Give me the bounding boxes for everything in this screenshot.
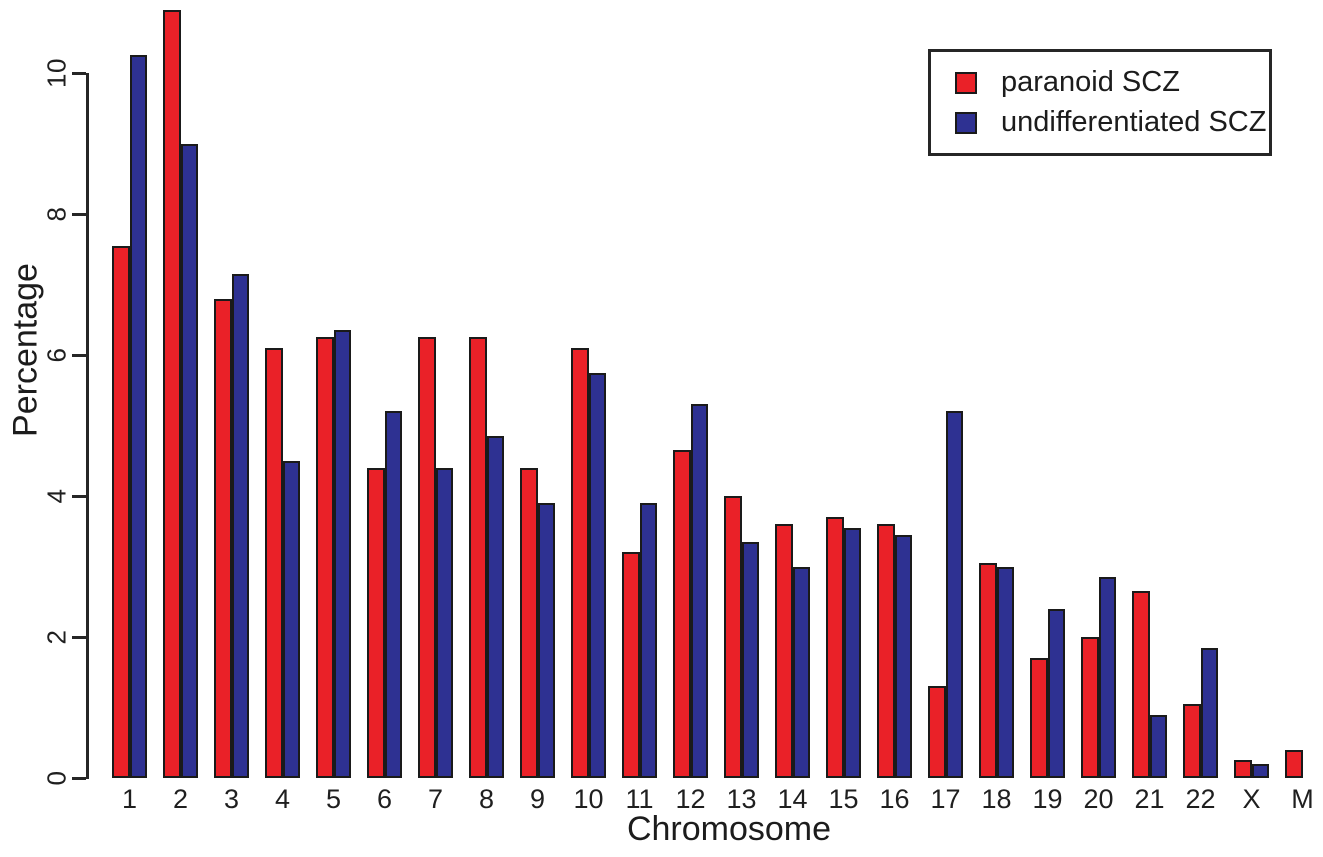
bar-paranoid-7 (418, 337, 436, 778)
legend-swatch-undifferentiated-icon (955, 111, 977, 134)
legend-label-paranoid: paranoid SCZ (1001, 66, 1180, 98)
x-tick-label-17: 17 (930, 784, 961, 814)
x-tick-label-15: 15 (828, 784, 859, 814)
bar-undifferentiated-7 (435, 467, 453, 778)
y-tick-0 (72, 776, 86, 780)
bar-paranoid-5 (316, 337, 334, 778)
bar-paranoid-2 (163, 9, 181, 778)
bar-undifferentiated-10 (588, 372, 606, 778)
y-tick-2 (72, 635, 86, 639)
bar-paranoid-22 (1183, 703, 1201, 778)
y-tick-4 (72, 494, 86, 498)
bar-paranoid-8 (469, 337, 487, 778)
x-tick-label-2: 2 (172, 784, 189, 814)
x-tick-label-21: 21 (1134, 784, 1165, 814)
x-tick-label-6: 6 (376, 784, 393, 814)
bar-paranoid-3 (214, 298, 232, 778)
y-tick-6 (72, 353, 86, 357)
x-tick-label-5: 5 (325, 784, 342, 814)
y-tick-label-10: 10 (41, 58, 72, 88)
bar-undifferentiated-22 (1200, 647, 1218, 778)
bar-paranoid-13 (724, 496, 742, 778)
bar-undifferentiated-16 (894, 534, 912, 778)
bar-undifferentiated-17 (945, 411, 963, 778)
x-tick-label-7: 7 (427, 784, 444, 814)
bar-paranoid-20 (1081, 637, 1099, 778)
bar-undifferentiated-13 (741, 541, 759, 778)
bar-undifferentiated-21 (1149, 714, 1167, 778)
y-tick-label-0: 0 (41, 770, 72, 786)
bar-paranoid-4 (265, 347, 283, 778)
x-tick-label-M: M (1291, 784, 1314, 814)
x-tick-label-14: 14 (777, 784, 808, 814)
x-tick-label-20: 20 (1083, 784, 1114, 814)
y-tick-label-6: 6 (41, 347, 72, 363)
x-axis-title: Chromosome (626, 810, 832, 848)
legend-swatch-paranoid-icon (955, 71, 977, 94)
x-tick-label-9: 9 (529, 784, 546, 814)
bar-paranoid-10 (571, 347, 589, 778)
y-axis (86, 73, 89, 779)
x-tick-label-16: 16 (879, 784, 910, 814)
bar-undifferentiated-18 (996, 566, 1014, 778)
y-tick-10 (72, 71, 86, 75)
bar-undifferentiated-9 (537, 503, 555, 778)
y-tick-label-2: 2 (41, 629, 72, 645)
x-tick-label-4: 4 (274, 784, 291, 814)
x-tick-label-18: 18 (981, 784, 1012, 814)
x-tick-label-X: X (1242, 784, 1261, 814)
bar-paranoid-1 (112, 245, 130, 778)
y-axis-title: Percentage (6, 263, 45, 437)
bar-paranoid-12 (673, 450, 691, 778)
x-tick-label-19: 19 (1032, 784, 1063, 814)
x-tick-label-22: 22 (1185, 784, 1216, 814)
legend-row-paranoid: paranoid SCZ (955, 68, 1269, 97)
bar-paranoid-19 (1030, 658, 1048, 778)
x-tick-label-1: 1 (121, 784, 138, 814)
bar-undifferentiated-5 (333, 330, 351, 778)
bar-undifferentiated-19 (1047, 608, 1065, 778)
y-tick-8 (72, 212, 86, 216)
bar-paranoid-6 (367, 467, 385, 778)
bar-paranoid-11 (622, 552, 640, 778)
bar-undifferentiated-4 (282, 460, 300, 778)
bar-undifferentiated-8 (486, 436, 504, 778)
bar-undifferentiated-1 (129, 55, 147, 778)
y-tick-label-8: 8 (41, 206, 72, 222)
bar-paranoid-9 (520, 467, 538, 778)
bar-undifferentiated-12 (690, 404, 708, 778)
x-tick-label-10: 10 (573, 784, 604, 814)
bar-undifferentiated-11 (639, 503, 657, 778)
bar-undifferentiated-6 (384, 411, 402, 778)
bar-undifferentiated-14 (792, 566, 810, 778)
bar-undifferentiated-3 (231, 273, 249, 778)
x-tick-label-8: 8 (478, 784, 495, 814)
bar-paranoid-X (1234, 760, 1252, 778)
legend-row-undifferentiated: undifferentiated SCZ (955, 108, 1269, 137)
bar-paranoid-21 (1132, 591, 1150, 778)
bar-paranoid-15 (826, 517, 844, 778)
bar-paranoid-16 (877, 524, 895, 778)
legend: paranoid SCZ undifferentiated SCZ (928, 49, 1272, 156)
bar-undifferentiated-15 (843, 527, 861, 778)
bar-paranoid-18 (979, 562, 997, 778)
legend-label-undifferentiated: undifferentiated SCZ (1001, 106, 1267, 138)
bar-undifferentiated-2 (180, 143, 198, 778)
bar-paranoid-M (1285, 749, 1303, 778)
x-tick-label-12: 12 (675, 784, 706, 814)
y-tick-label-4: 4 (41, 488, 72, 504)
x-tick-label-3: 3 (223, 784, 240, 814)
x-tick-label-13: 13 (726, 784, 757, 814)
bar-undifferentiated-20 (1098, 577, 1116, 778)
x-tick-label-11: 11 (625, 784, 654, 814)
bar-paranoid-14 (775, 524, 793, 778)
bar-undifferentiated-X (1251, 763, 1269, 778)
bar-paranoid-17 (928, 686, 946, 778)
